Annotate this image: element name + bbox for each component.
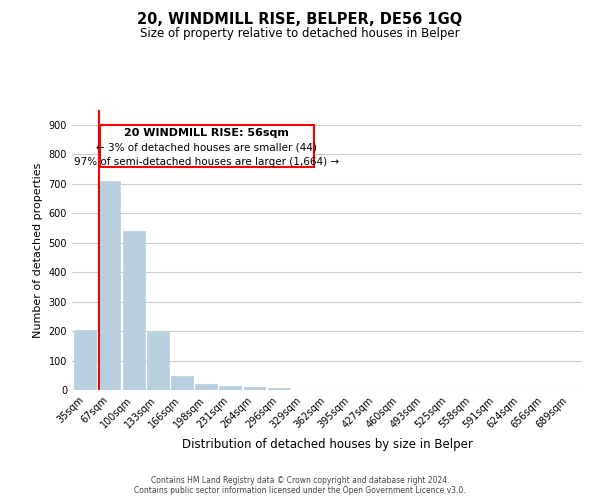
Bar — [195, 384, 217, 390]
Text: Contains public sector information licensed under the Open Government Licence v3: Contains public sector information licen… — [134, 486, 466, 495]
Text: Contains HM Land Registry data © Crown copyright and database right 2024.: Contains HM Land Registry data © Crown c… — [151, 476, 449, 485]
X-axis label: Distribution of detached houses by size in Belper: Distribution of detached houses by size … — [182, 438, 472, 451]
Bar — [268, 388, 290, 390]
Bar — [244, 387, 265, 390]
Bar — [147, 332, 169, 390]
Bar — [220, 386, 241, 390]
Text: 20 WINDMILL RISE: 56sqm: 20 WINDMILL RISE: 56sqm — [124, 128, 289, 138]
FancyBboxPatch shape — [100, 124, 314, 168]
Text: Size of property relative to detached houses in Belper: Size of property relative to detached ho… — [140, 28, 460, 40]
Bar — [171, 376, 193, 390]
Y-axis label: Number of detached properties: Number of detached properties — [33, 162, 43, 338]
Bar — [98, 180, 121, 390]
Text: ← 3% of detached houses are smaller (44): ← 3% of detached houses are smaller (44) — [97, 143, 317, 153]
Text: 20, WINDMILL RISE, BELPER, DE56 1GQ: 20, WINDMILL RISE, BELPER, DE56 1GQ — [137, 12, 463, 28]
Text: 97% of semi-detached houses are larger (1,664) →: 97% of semi-detached houses are larger (… — [74, 157, 340, 167]
Bar — [123, 232, 145, 390]
Bar — [74, 330, 96, 390]
